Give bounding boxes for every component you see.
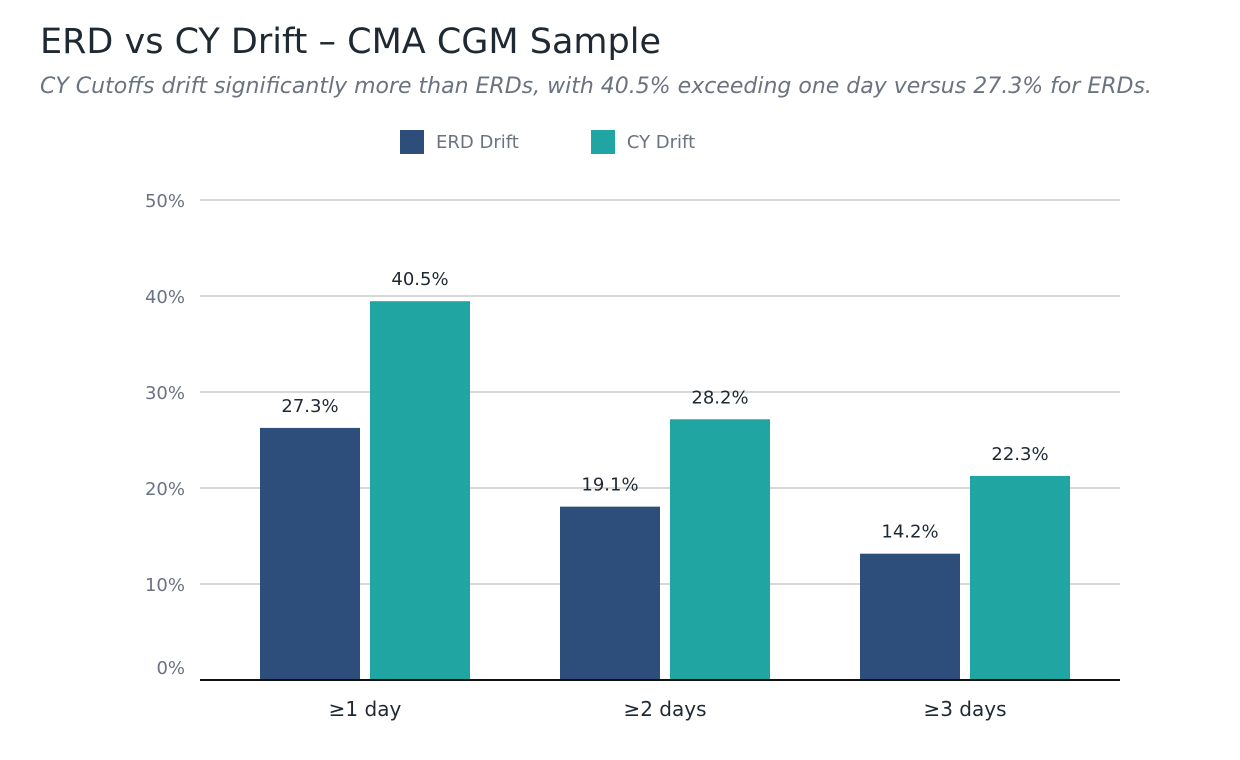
y-tick-label-40: 40% (145, 287, 185, 308)
chart-legend: ERD Drift CY Drift (400, 130, 767, 154)
y-tick-label-50: 50% (145, 191, 185, 212)
data-label-cy-0: 40.5% (391, 269, 448, 290)
y-tick-label-10: 10% (145, 575, 185, 596)
x-tick-label-2: ≥3 days (923, 697, 1006, 721)
bar-cy-2 (970, 475, 1070, 680)
data-label-erd-0: 27.3% (281, 396, 338, 417)
y-tick-label-0: 0% (156, 658, 185, 679)
y-tick-label-20: 20% (145, 479, 185, 500)
x-tick-label-1: ≥2 days (623, 697, 706, 721)
legend-item-cy: CY Drift (590, 130, 696, 154)
chart-subtitle: CY Cutoffs drift significantly more than… (40, 74, 1152, 99)
x-tick-label-0: ≥1 day (329, 697, 402, 721)
bar-erd-1 (560, 506, 660, 680)
legend-item-erd: ERD Drift (400, 130, 519, 154)
data-label-erd-2: 14.2% (881, 522, 938, 543)
bar-cy-0 (370, 301, 470, 680)
data-label-cy-2: 22.3% (991, 444, 1048, 465)
legend-label-cy: CY Drift (626, 131, 696, 153)
legend-swatch-cy (590, 130, 615, 154)
legend-label-erd: ERD Drift (436, 131, 519, 153)
bar-erd-2 (860, 553, 960, 680)
y-tick-label-30: 30% (145, 383, 185, 404)
bar-cy-1 (670, 419, 770, 680)
chart-title: ERD vs CY Drift – CMA CGM Sample (40, 22, 661, 62)
legend-swatch-erd (400, 130, 424, 154)
data-label-cy-1: 28.2% (691, 387, 748, 408)
bar-erd-0 (260, 427, 360, 680)
data-label-erd-1: 19.1% (581, 475, 638, 496)
